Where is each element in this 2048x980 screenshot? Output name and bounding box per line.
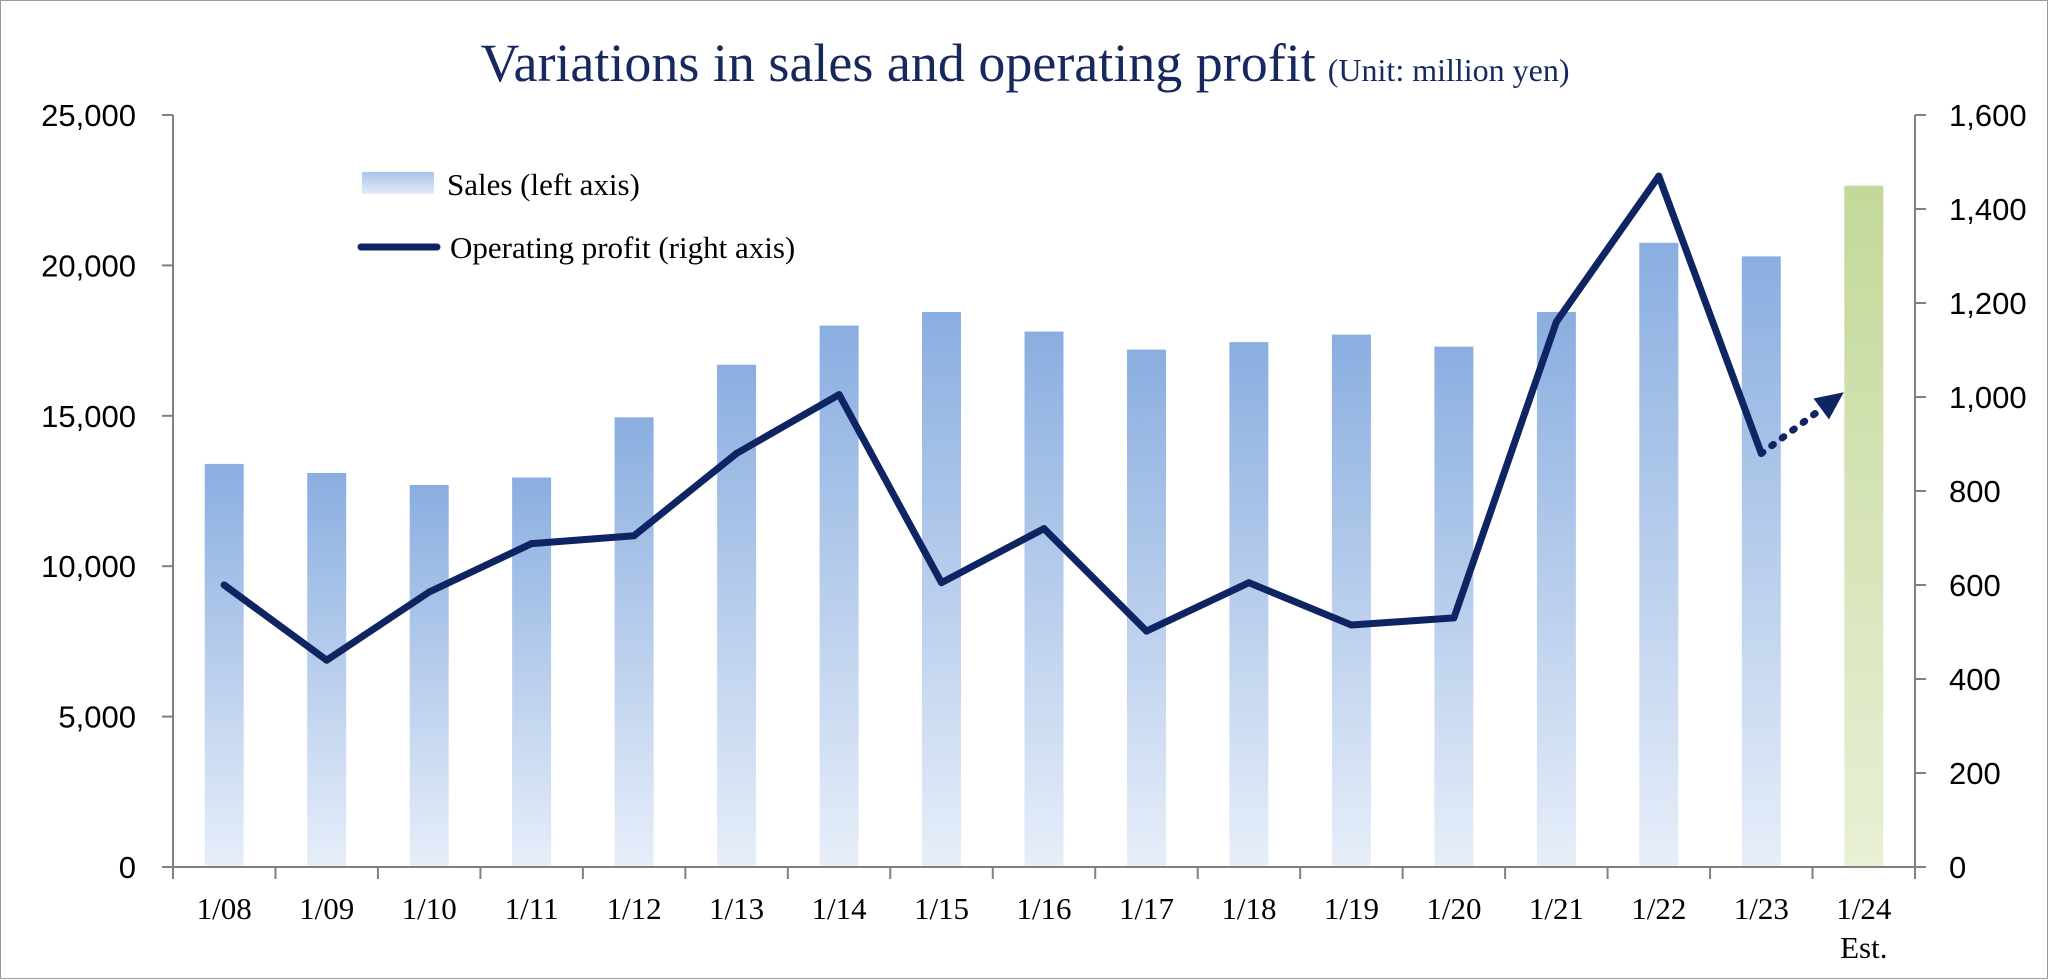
sales-bar-1-18 [1229, 342, 1269, 868]
chart-title-unit: (Unit: million yen) [1328, 52, 1570, 88]
operating-profit-estimate-line [1757, 405, 1825, 457]
left-axis-tick-label: 5,000 [58, 700, 136, 735]
operating-profit-line [220, 172, 1765, 664]
x-axis-tick-label: 1/15 [914, 891, 969, 926]
operating-profit-point [528, 540, 536, 548]
operating-profit-point [1245, 579, 1253, 587]
operating-profit-point [733, 449, 741, 457]
left-axis-tick-label: 25,000 [41, 98, 136, 133]
x-axis-tick-label: 1/23 [1734, 891, 1789, 926]
x-axis-tick-label: 1/11 [505, 891, 559, 926]
x-axis-tick-label: 1/14 [812, 891, 868, 926]
left-axis-tick-label: 15,000 [41, 399, 136, 434]
right-axis-tick-label: 800 [1949, 474, 2001, 509]
right-axis-tick-label: 1,600 [1949, 98, 2027, 133]
operating-profit-line-layer [220, 172, 1844, 664]
legend-profit-label: Operating profit (right axis) [450, 230, 795, 265]
x-axis-tick-label: 1/16 [1016, 891, 1071, 926]
sales-bar-1-20 [1434, 346, 1474, 868]
chart-axes [162, 114, 1926, 879]
sales-bar-1-09 [307, 473, 347, 867]
right-axis-labels: 0 200 400 600 800 1,000 1,200 1,400 1,600 [1949, 98, 2027, 885]
x-axis-tick-label: 1/22 [1631, 891, 1686, 926]
left-axis-tick-label: 0 [119, 850, 136, 885]
operating-profit-point [630, 532, 638, 540]
operating-profit-estimate-arrowhead [1813, 392, 1844, 420]
left-axis-tick-label: 20,000 [41, 248, 136, 283]
operating-profit-point [938, 579, 945, 587]
operating-profit-point [1655, 172, 1663, 180]
x-axis-tick-label: 1/13 [709, 891, 764, 926]
x-axis-labels: 1/08 1/09 1/10 1/11 1/12 1/13 1/14 1/15 1/16 1/17… [197, 891, 1892, 965]
operating-profit-point [1347, 621, 1355, 629]
sales-bar-1-21 [1536, 312, 1576, 867]
x-axis-tick-label: 1/08 [197, 891, 252, 926]
sales-bar-1-16 [1024, 331, 1064, 868]
sales-bar-1-11 [512, 477, 552, 867]
operating-profit-point [425, 588, 433, 596]
x-axis-tick-label: 1/18 [1221, 891, 1276, 926]
right-axis-tick-label: 0 [1949, 850, 1966, 885]
x-axis-tick-label: 1/10 [402, 891, 457, 926]
operating-profit-point [1552, 318, 1560, 326]
right-axis-tick-label: 400 [1949, 662, 2001, 697]
operating-profit-point [1040, 525, 1048, 533]
sales-bar-1-12 [614, 417, 654, 867]
sales-bar-1-08 [204, 463, 244, 867]
chart-legend: Sales (left axis) Operating profit (righ… [357, 167, 795, 265]
left-axis-labels: 0 5,000 10,000 15,000 20,000 25,000 [41, 98, 136, 885]
sales-bar-1-14 [819, 325, 859, 868]
right-axis-tick-label: 200 [1949, 756, 2001, 791]
sales-bar-1-23 [1741, 256, 1781, 867]
sales-bar-1-22 [1639, 242, 1679, 868]
operating-profit-point [1143, 627, 1150, 635]
chart-title-main: Variations in sales and operating profit [480, 33, 1315, 93]
operating-profit-point [220, 581, 228, 589]
right-axis-tick-label: 1,200 [1949, 286, 2027, 321]
right-axis-tick-label: 1,000 [1949, 380, 2027, 415]
operating-profit-point [323, 656, 331, 664]
x-axis-tick-label: 1/12 [607, 891, 662, 926]
sales-bar-1-24 [1844, 185, 1884, 867]
left-axis-tick-label: 10,000 [41, 549, 136, 584]
legend-sales-label: Sales (left axis) [447, 167, 640, 202]
sales-bar-1-15 [922, 312, 961, 867]
operating-profit-point [1450, 614, 1458, 622]
operating-profit-point [835, 391, 843, 399]
x-axis-tick-label: 1/20 [1426, 891, 1481, 926]
sales-bar-1-13 [717, 364, 757, 867]
x-axis-tick-label: 1/09 [299, 891, 354, 926]
chart-title: Variations in sales and operating profit… [480, 33, 1569, 93]
x-axis-tick-label: 1/21 [1529, 891, 1584, 926]
right-axis-tick-label: 600 [1949, 568, 2001, 603]
sales-bar-1-10 [409, 485, 449, 867]
right-axis-tick-label: 1,400 [1949, 192, 2027, 227]
legend-sales-swatch [362, 172, 434, 194]
x-axis-tick-label: 1/17 [1119, 891, 1174, 926]
x-axis-tick-label: 1/24 [1836, 891, 1892, 926]
sales-bar-1-17 [1127, 349, 1166, 868]
x-axis-tick-sublabel: Est. [1840, 930, 1887, 965]
sales-bar-1-19 [1331, 334, 1371, 868]
x-axis-tick-label: 1/19 [1324, 891, 1379, 926]
